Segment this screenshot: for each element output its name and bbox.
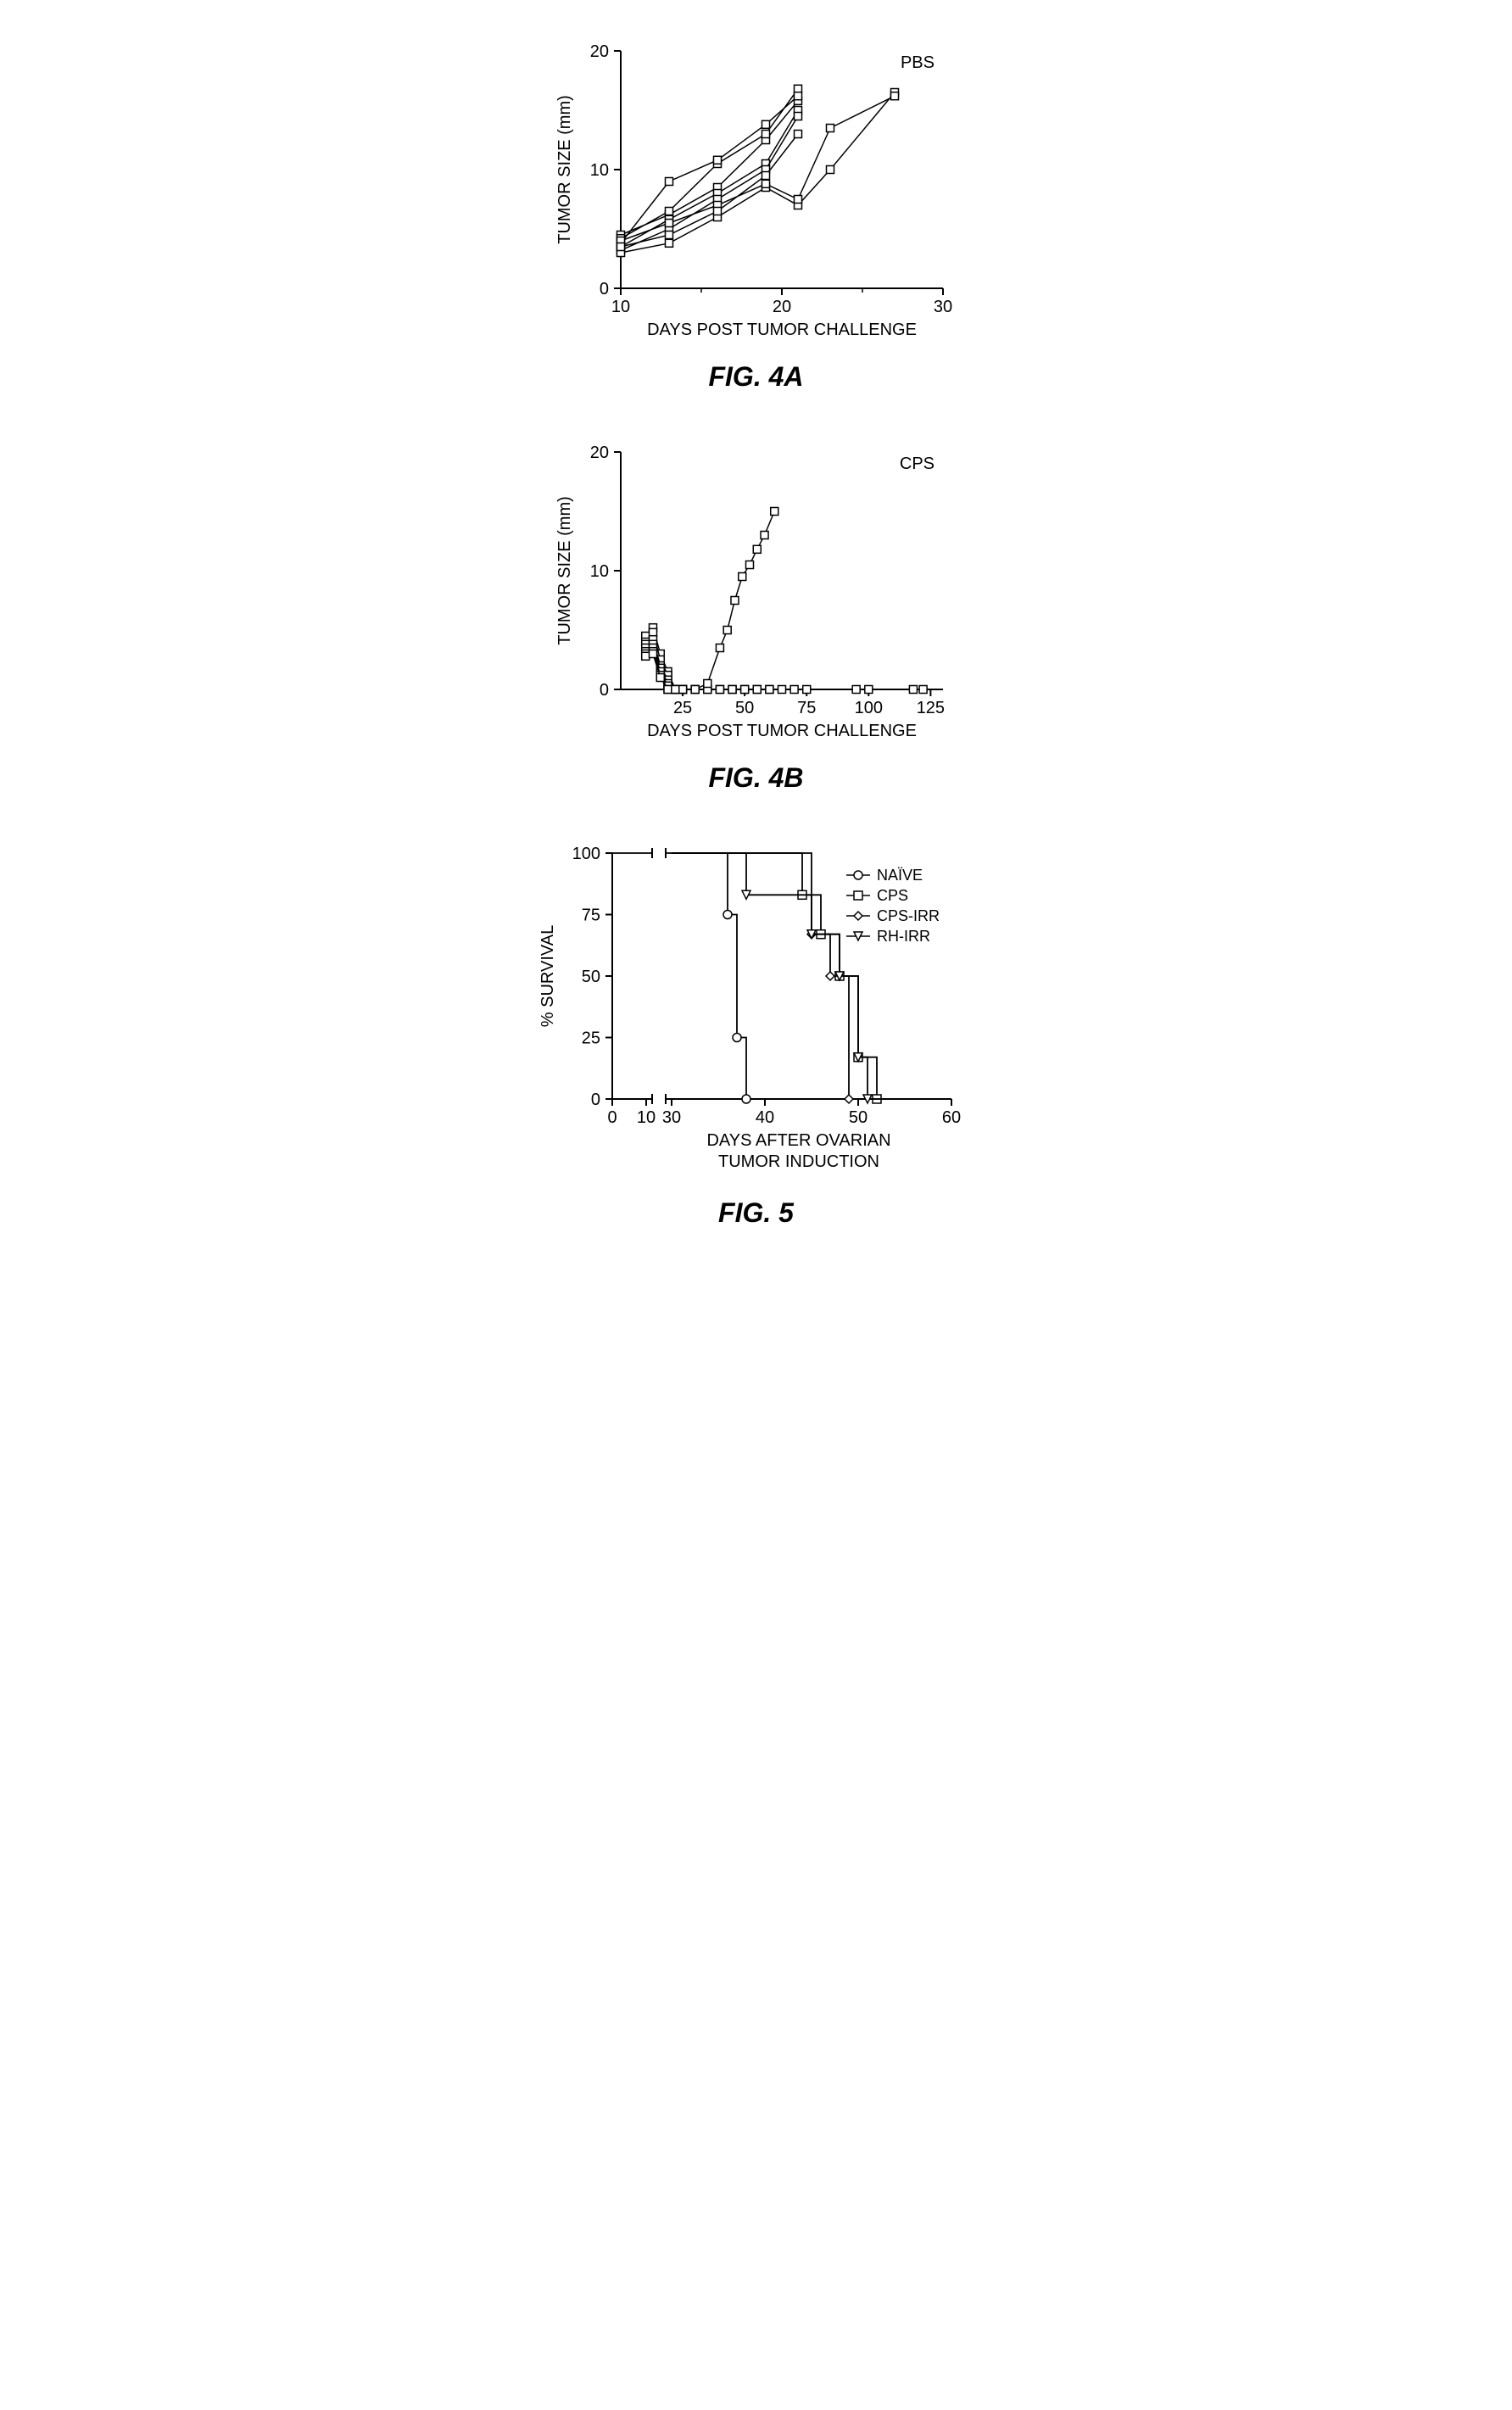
svg-text:75: 75 [797,699,816,717]
svg-text:0: 0 [607,1108,617,1127]
svg-text:50: 50 [848,1108,867,1127]
svg-text:30: 30 [661,1108,680,1127]
svg-text:CPS: CPS [877,887,908,904]
svg-text:0: 0 [599,681,608,700]
svg-text:20: 20 [772,298,790,316]
svg-text:25: 25 [672,699,691,717]
svg-text:TUMOR INDUCTION: TUMOR INDUCTION [718,1152,879,1171]
svg-text:10: 10 [636,1108,655,1127]
svg-text:25: 25 [581,1029,600,1048]
svg-text:20: 20 [589,444,608,462]
fig5-label: FIG. 5 [519,1197,994,1229]
fig4b-chart: 0 10 20 25 50 75 100 125 TUMOR SIZE (mm) DAYS POS… [536,435,977,757]
svg-text:TUMOR SIZE (mm): TUMOR SIZE (mm) [555,496,574,645]
svg-text:100: 100 [854,699,882,717]
svg-text:40: 40 [755,1108,773,1127]
fig5-chart: 0 25 50 75 100 0 10 30 40 50 60 % SURVIVAL DAYS AFTE… [519,836,994,1192]
svg-text:10: 10 [589,161,608,180]
svg-text:60: 60 [941,1108,960,1127]
fig5-container: 0 25 50 75 100 0 10 30 40 50 60 % SURVIVAL DAYS AFTE… [519,836,994,1254]
svg-text:100: 100 [572,845,600,863]
svg-text:0: 0 [590,1091,600,1109]
svg-text:TUMOR SIZE (mm): TUMOR SIZE (mm) [555,95,574,244]
svg-text:50: 50 [581,968,600,986]
svg-text:DAYS POST TUMOR CHALLENGE: DAYS POST TUMOR CHALLENGE [647,722,917,740]
svg-text:125: 125 [916,699,944,717]
svg-text:30: 30 [933,298,951,316]
svg-text:CPS-IRR: CPS-IRR [877,907,940,924]
svg-text:RH-IRR: RH-IRR [877,928,930,945]
svg-text:CPS: CPS [899,455,934,473]
svg-text:50: 50 [735,699,754,717]
svg-text:NAÏVE: NAÏVE [877,867,923,884]
svg-text:20: 20 [589,42,608,61]
svg-text:DAYS AFTER OVARIAN: DAYS AFTER OVARIAN [706,1131,890,1150]
svg-text:PBS: PBS [900,53,934,72]
svg-text:10: 10 [589,562,608,581]
fig4a-container: 01020102030TUMOR SIZE (mm)DAYS POST TUMO… [536,34,977,418]
svg-text:10: 10 [611,298,629,316]
svg-text:DAYS POST TUMOR CHALLENGE: DAYS POST TUMOR CHALLENGE [647,321,917,339]
fig4a-chart: 01020102030TUMOR SIZE (mm)DAYS POST TUMO… [536,34,977,356]
svg-text:% SURVIVAL: % SURVIVAL [538,925,557,1027]
fig4b-container: 0 10 20 25 50 75 100 125 TUMOR SIZE (mm) DAYS POS… [536,435,977,819]
svg-text:75: 75 [581,907,600,925]
fig4b-label: FIG. 4B [536,762,977,794]
svg-text:0: 0 [599,280,608,298]
fig4a-label: FIG. 4A [536,361,977,393]
